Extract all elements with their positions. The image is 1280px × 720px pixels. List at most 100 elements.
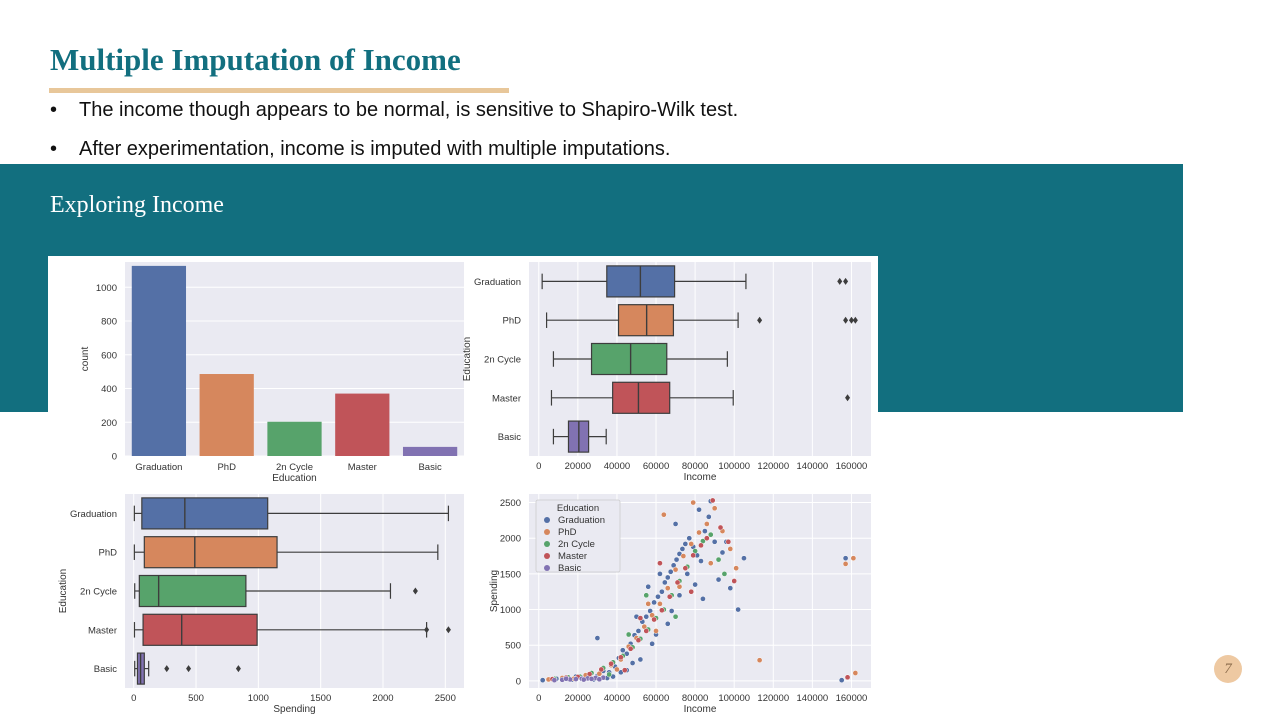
outlier-basic [186, 665, 192, 673]
bar-graduation [131, 265, 187, 456]
point-phd [711, 505, 718, 512]
point-basic [580, 676, 587, 683]
charts-panel: 0 200 400 600 800 1000 Graduation PhD 2n Cycle Ma… [48, 256, 878, 720]
x-tick-label: 120000 [757, 693, 789, 704]
point-master [703, 535, 710, 542]
y-tick-label: 0 [112, 452, 117, 463]
legend-entry: Master [558, 551, 587, 562]
outlier-master [845, 394, 851, 402]
legend-marker [544, 565, 550, 571]
legend-title: Education [557, 503, 599, 514]
point-graduation [696, 506, 702, 513]
box-master [612, 381, 671, 414]
income-vs-spending-scatter: 0 20000 40000 60000 80000 100000 120000 140000 1… [489, 494, 871, 715]
x-tick-label: 100000 [718, 461, 750, 472]
point-master [709, 497, 716, 504]
point-phd [688, 541, 695, 547]
point-master [690, 552, 697, 559]
x-tick-label: Master [348, 462, 377, 473]
x-tick-label: 140000 [797, 461, 829, 472]
point-2n-cycle [715, 556, 722, 563]
y-tick-label: PhD [99, 548, 118, 559]
legend-entry: 2n Cycle [558, 539, 595, 550]
point-graduation [676, 592, 683, 599]
x-tick-label: 100000 [718, 693, 750, 704]
point-graduation [655, 593, 661, 600]
x-tick-label: 80000 [682, 461, 708, 472]
outlier-2n-cycle [412, 587, 418, 595]
bar-2n-cycle [267, 421, 322, 456]
box-graduation [141, 497, 269, 530]
point-graduation [539, 677, 546, 684]
point-master [598, 666, 605, 673]
point-graduation [661, 579, 668, 586]
point-phd [707, 560, 714, 567]
outlier-graduation [843, 277, 849, 285]
point-graduation [643, 613, 650, 620]
point-phd [727, 546, 734, 552]
point-master [637, 615, 644, 621]
x-tick-label: 140000 [797, 693, 829, 704]
y-tick-label: Graduation [70, 509, 117, 520]
y-tick-label: Basic [94, 664, 117, 675]
point-basic [588, 676, 595, 682]
x-tick-label: Basic [418, 462, 441, 473]
point-graduation [672, 521, 679, 527]
y-tick-label: 2000 [500, 534, 521, 545]
legend-entry: Graduation [558, 515, 605, 526]
x-axis-label: Income [684, 472, 717, 483]
x-tick-label: PhD [217, 462, 236, 473]
outlier-master [445, 626, 451, 634]
point-graduation [649, 640, 655, 647]
point-master [627, 645, 634, 652]
point-graduation [719, 549, 726, 556]
y-tick-label: 2500 [500, 498, 521, 509]
outlier-basic [235, 665, 241, 673]
point-master [608, 660, 614, 667]
box-2n-cycle [590, 342, 668, 376]
y-tick-label: 1000 [500, 605, 521, 616]
legend-box [535, 499, 621, 573]
point-graduation [659, 588, 665, 595]
point-graduation [664, 574, 671, 581]
bullet-item: After experimentation, income is imputed… [50, 135, 738, 174]
point-2n-cycle [643, 592, 650, 599]
point-phd [660, 511, 667, 518]
point-master [682, 565, 689, 572]
point-graduation [686, 535, 693, 542]
legend-marker [544, 541, 550, 547]
x-tick-label: 0 [536, 461, 541, 472]
outlier-basic [164, 665, 170, 673]
legend-entry: Basic [558, 563, 581, 574]
x-axis-label: Income [684, 704, 717, 715]
point-master [717, 524, 724, 531]
slide-title: Multiple Imputation of Income [50, 42, 461, 77]
page-number: 7 [1214, 655, 1242, 683]
legend-marker [544, 553, 550, 559]
point-master [657, 560, 663, 567]
point-phd [664, 585, 671, 591]
bullet-list: The income though appears to be normal, … [50, 96, 738, 174]
point-master [651, 616, 657, 623]
point-master [698, 542, 704, 549]
point-basic [596, 676, 603, 683]
outlier-phd [757, 316, 763, 324]
x-tick-label: 2500 [435, 693, 456, 704]
x-tick-label: 0 [536, 693, 541, 704]
x-tick-label: 60000 [643, 461, 669, 472]
bar-master [335, 393, 390, 456]
x-tick-label: 1000 [248, 693, 269, 704]
point-graduation [629, 660, 636, 666]
y-tick-label: Master [492, 393, 521, 404]
point-2n-cycle [672, 613, 679, 620]
point-graduation [684, 571, 691, 577]
point-graduation [842, 555, 849, 562]
outlier-graduation [837, 277, 843, 285]
point-graduation [664, 620, 671, 627]
point-phd [842, 561, 849, 567]
point-master [621, 667, 628, 674]
point-graduation [715, 576, 722, 583]
x-tick-label: 120000 [757, 461, 789, 472]
x-tick-label: 2n Cycle [276, 462, 313, 473]
point-phd [672, 566, 679, 573]
